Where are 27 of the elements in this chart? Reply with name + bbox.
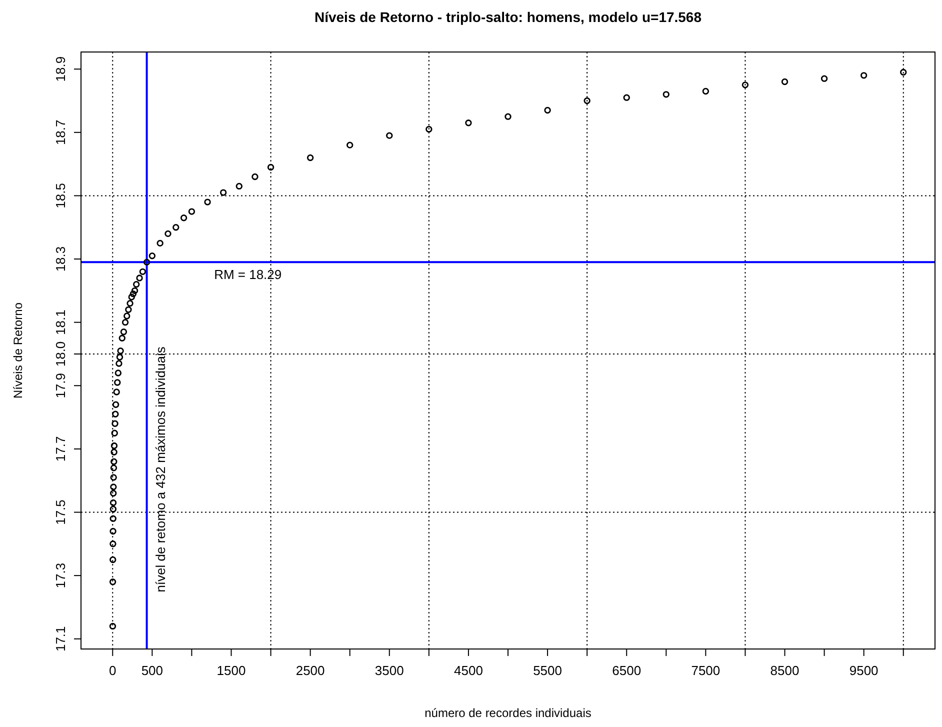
y-axis-title: Níveis de Retorno — [11, 302, 25, 399]
y-tick-label: 18.3 — [53, 246, 68, 272]
x-tick-label: 9500 — [849, 663, 878, 678]
y-tick-label: 17.5 — [53, 500, 68, 525]
x-tick-label: 0 — [109, 663, 116, 678]
ref-line-label: RM = 18.29 — [214, 267, 282, 282]
x-tick-label: 1500 — [216, 663, 246, 678]
x-axis-title: número de recordes individuais — [424, 706, 592, 720]
y-tick-label: 18.1 — [53, 310, 68, 335]
x-tick-label: 4500 — [454, 663, 483, 678]
x-tick-label: 5500 — [533, 663, 562, 678]
y-tick-label: 18.9 — [53, 56, 68, 82]
x-tick-label: 500 — [141, 663, 164, 678]
chart-title: Níveis de Retorno - triplo-salto: homens, modelo u=17.568 — [314, 9, 702, 25]
y-tick-label: 17.1 — [53, 626, 68, 652]
y-tick-label: 18.0 — [53, 341, 68, 367]
x-tick-label: 7500 — [691, 663, 720, 678]
y-tick-label: 17.9 — [53, 372, 68, 398]
y-tick-label: 18.5 — [53, 183, 68, 208]
ref-line-label: nível de retomo a 432 máximos individuais — [152, 346, 168, 592]
y-tick-label: 18.7 — [53, 120, 68, 146]
y-tick-label: 17.7 — [53, 436, 68, 462]
x-tick-label: 8500 — [770, 663, 800, 678]
y-tick-label: 17.3 — [53, 562, 68, 588]
x-tick-label: 2500 — [296, 663, 325, 678]
x-tick-label: 3500 — [374, 663, 404, 678]
x-tick-label: 6500 — [612, 663, 642, 678]
